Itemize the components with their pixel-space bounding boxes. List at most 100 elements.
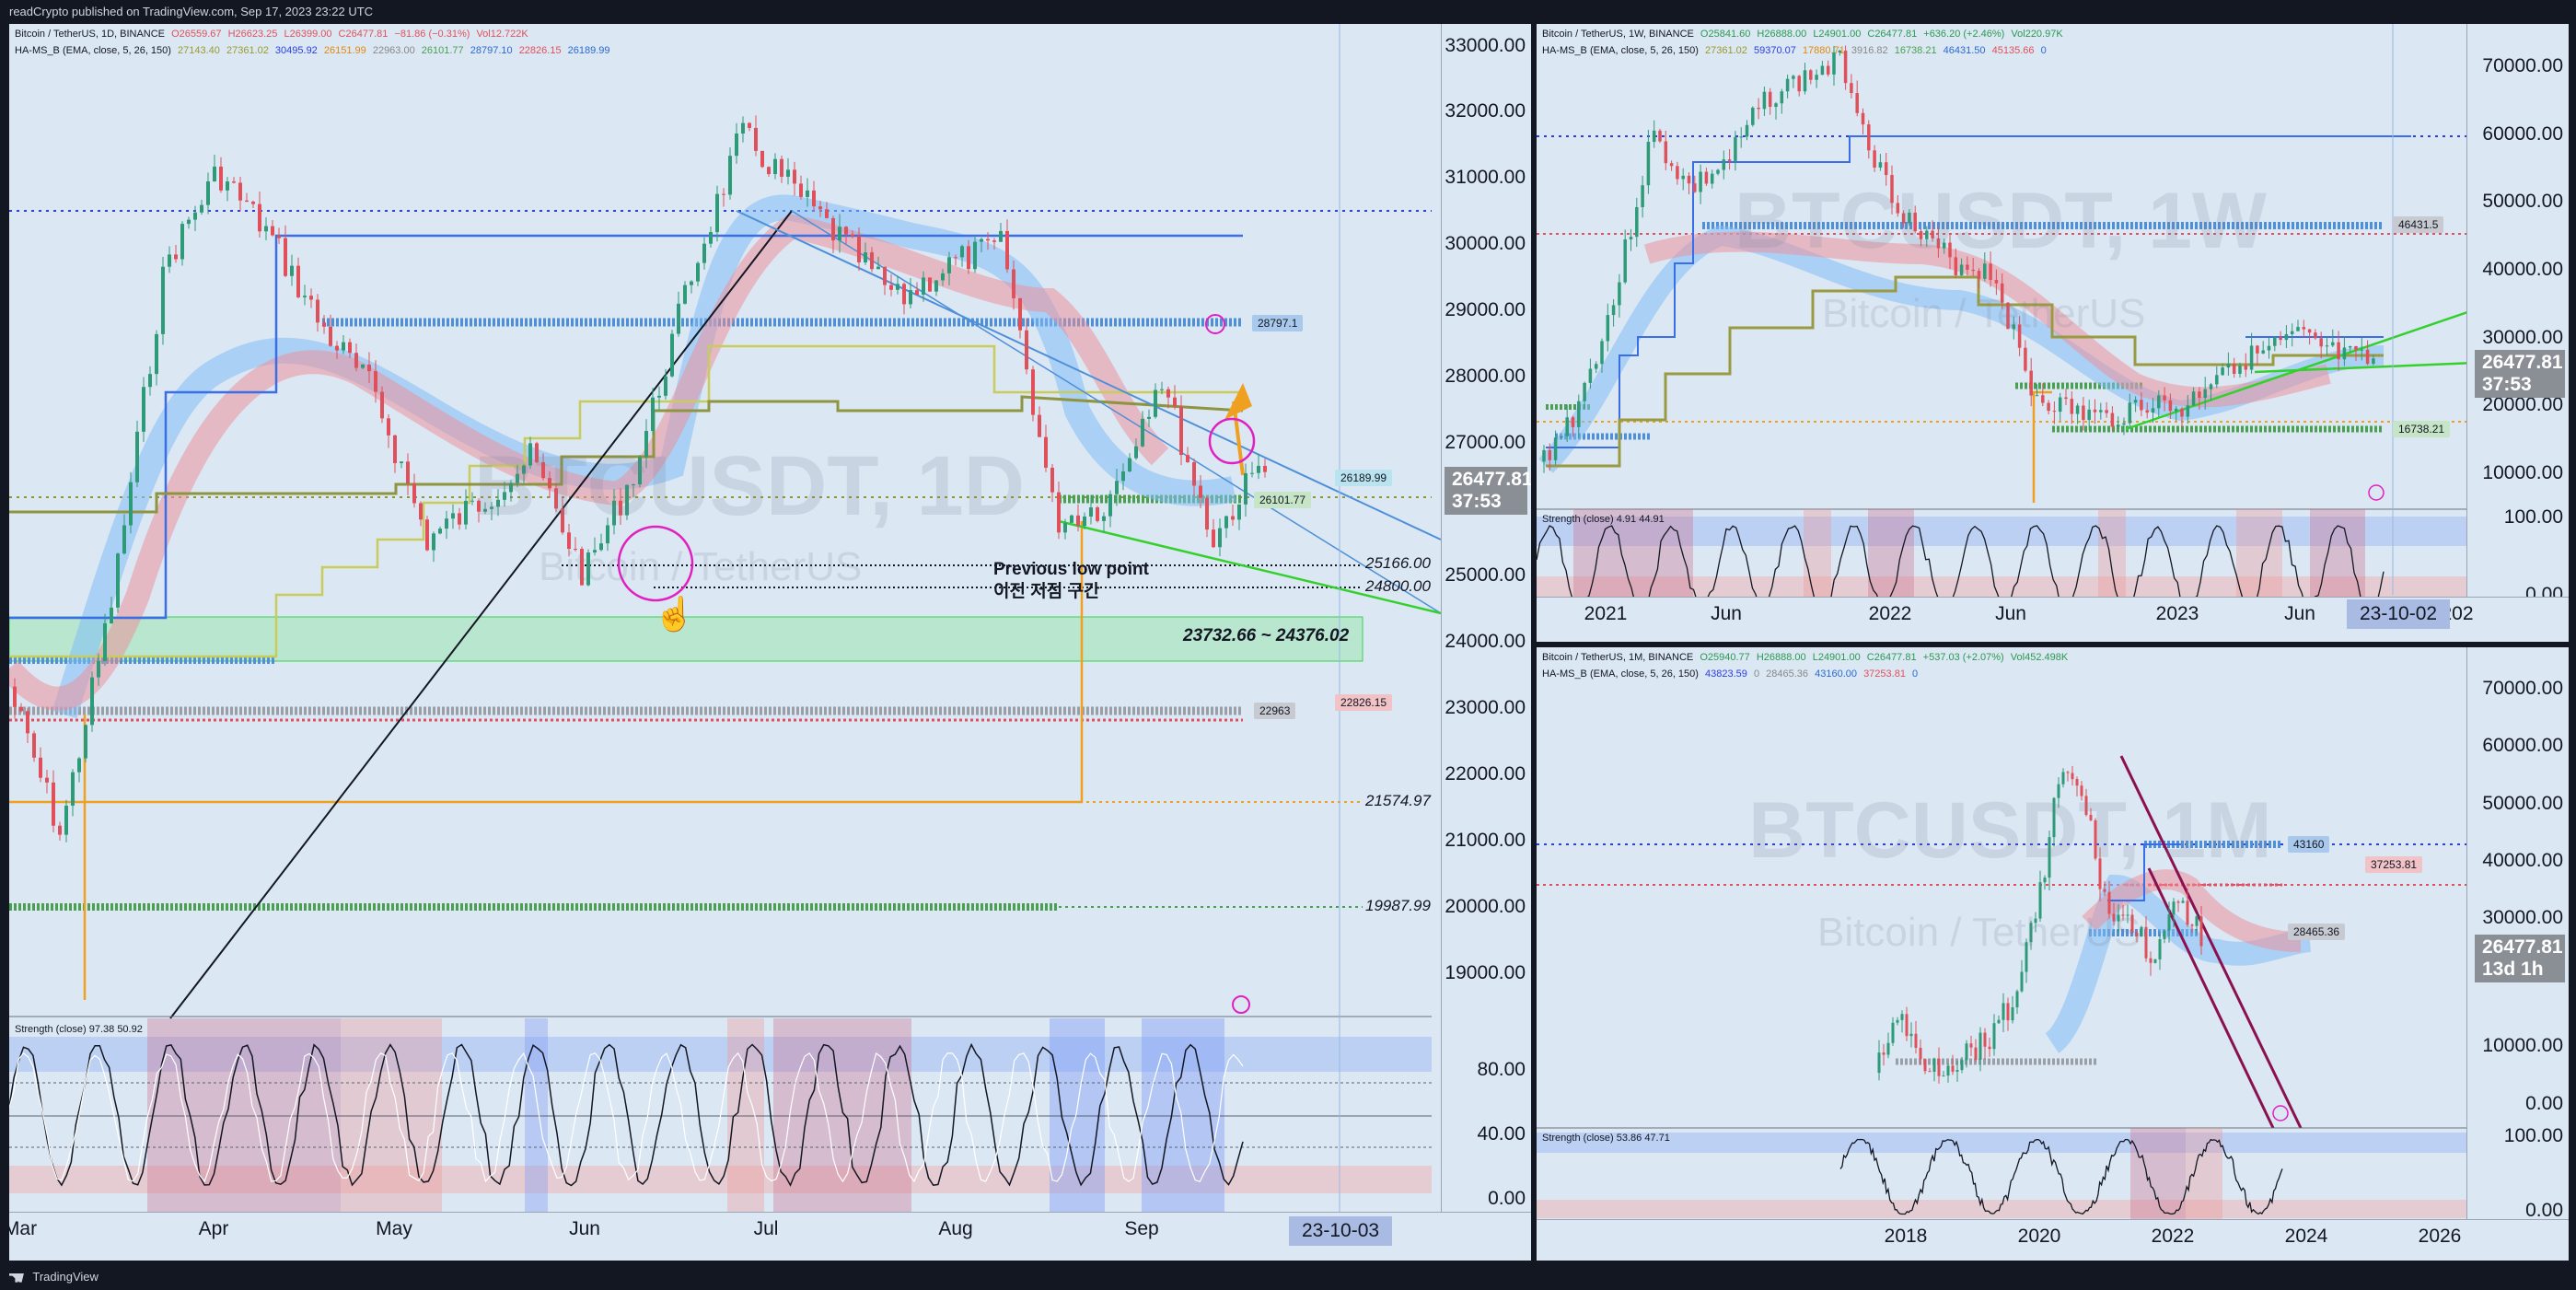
monthly-chart-drawing[interactable] bbox=[1537, 647, 2569, 1261]
candle-body bbox=[1896, 1019, 1899, 1023]
candle-body bbox=[161, 266, 165, 334]
candle-body bbox=[644, 431, 648, 458]
level-tag: 46431.5 bbox=[2393, 216, 2444, 233]
candle-body bbox=[1199, 485, 1202, 498]
candle-body bbox=[374, 371, 377, 392]
candle-body bbox=[2172, 901, 2176, 915]
weekly-indicator-legend: HA-MS_B (EMA, close, 5, 26, 150) 27361.0… bbox=[1542, 45, 2050, 56]
candle-body bbox=[1838, 50, 1842, 52]
footer-brand: TradingView bbox=[32, 1270, 99, 1284]
candle-body bbox=[1583, 382, 1586, 401]
candle-body bbox=[1218, 528, 1222, 548]
daily-oscillator-signal bbox=[9, 1052, 1244, 1183]
candle-body bbox=[1629, 237, 1633, 239]
time-tick: Jun bbox=[1711, 603, 1742, 624]
candle-body bbox=[1658, 130, 1662, 142]
weekly-ind-val: 16738.21 bbox=[1894, 45, 1937, 56]
candle-body bbox=[806, 190, 809, 197]
weekly-ind-val: 17880.71 bbox=[1802, 45, 1845, 56]
candle-body bbox=[1693, 183, 1697, 192]
candle-body bbox=[1134, 446, 1138, 459]
daily-change: −81.86 (−0.31%) bbox=[394, 29, 470, 40]
candle-body bbox=[1739, 136, 1743, 138]
candle-body bbox=[2261, 350, 2265, 354]
candle-body bbox=[664, 376, 667, 396]
price-tick: 31000.00 bbox=[1445, 167, 1526, 188]
candle-body bbox=[380, 391, 384, 419]
candle-body bbox=[1005, 230, 1009, 270]
candle-body bbox=[2058, 397, 2062, 413]
price-tick: 20000.00 bbox=[2482, 394, 2563, 415]
candle-body bbox=[2043, 877, 2047, 883]
candle-body bbox=[1932, 1058, 1936, 1072]
monthly-time-axis[interactable]: 2018 2020 2022 2024 2026 bbox=[1537, 1219, 2569, 1261]
candle-body bbox=[2186, 901, 2189, 925]
candle-body bbox=[26, 711, 29, 734]
time-tick: Apr bbox=[198, 1218, 229, 1239]
daily-time-axis[interactable]: Mar Apr May Jun Jul Aug Sep 23-10-03 bbox=[9, 1212, 1531, 1261]
candle-body bbox=[1843, 50, 1848, 84]
weekly-osc-val: 44.91 bbox=[1639, 514, 1665, 525]
monthly-osc-val: 53.86 bbox=[1616, 1133, 1642, 1144]
weekly-chart-panel[interactable]: Bitcoin / TetherUS, 1W, BINANCE O25841.6… bbox=[1537, 24, 2569, 642]
candle-body bbox=[503, 492, 506, 500]
candle-body bbox=[335, 345, 339, 351]
candle-body bbox=[1780, 91, 1784, 104]
candle-body bbox=[1792, 76, 1795, 79]
candle-body bbox=[180, 224, 184, 260]
candle-body bbox=[2140, 400, 2143, 411]
candle-body bbox=[2273, 337, 2277, 346]
candle-body bbox=[1704, 171, 1709, 184]
candle-body bbox=[490, 506, 493, 509]
candle-body bbox=[110, 607, 113, 623]
monthly-osc-val: 47.71 bbox=[1644, 1133, 1670, 1144]
candle-body bbox=[825, 209, 829, 218]
daily-price-axis[interactable]: 33000.00 32000.00 31000.00 30000.00 2900… bbox=[1441, 24, 1531, 1261]
candle-body bbox=[2025, 942, 2028, 972]
footer-bar: TradingView bbox=[0, 1263, 2576, 1290]
candle-body bbox=[464, 500, 468, 525]
candle-body bbox=[1250, 472, 1254, 474]
weekly-volume: Vol220.97K bbox=[2011, 29, 2063, 40]
candle-body bbox=[967, 246, 970, 270]
weekly-time-axis[interactable]: 2021 Jun 2022 Jun 2023 Jun 202 23-10-02 bbox=[1537, 597, 2569, 642]
weekly-ind-val: 27361.02 bbox=[1705, 45, 1747, 56]
candle-body bbox=[580, 549, 584, 586]
price-tick: 40000.00 bbox=[2482, 850, 2563, 871]
candle-body bbox=[1751, 107, 1755, 125]
candle-body bbox=[754, 127, 758, 151]
candle-body bbox=[477, 500, 481, 512]
candle-body bbox=[1237, 504, 1241, 520]
daily-chart-panel[interactable]: Bitcoin / TetherUS, 1D, BINANCE O26559.6… bbox=[9, 24, 1531, 1261]
monthly-osc-title: Strength (close) bbox=[1542, 1133, 1614, 1144]
price-tick: 70000.00 bbox=[2482, 678, 2563, 699]
candle-body bbox=[2087, 409, 2091, 421]
osc-tick: 80.00 bbox=[1477, 1059, 1526, 1080]
candle-body bbox=[2070, 399, 2074, 414]
weekly-price-axis[interactable]: 70000.00 60000.00 50000.00 40000.00 3000… bbox=[2466, 24, 2569, 642]
monthly-price-axis[interactable]: 70000.00 60000.00 50000.00 40000.00 3000… bbox=[2466, 647, 2569, 1261]
candle-body bbox=[2144, 926, 2148, 959]
monthly-chart-panel[interactable]: Bitcoin / TetherUS, 1M, BINANCE O25940.7… bbox=[1537, 647, 2569, 1261]
candle-body bbox=[1925, 230, 1929, 239]
candle-body bbox=[329, 326, 332, 346]
daily-chart-drawing[interactable] bbox=[9, 24, 1531, 1261]
daily-last-price: 26477.81 37:53 bbox=[1445, 467, 1531, 515]
candle-body bbox=[2163, 930, 2166, 939]
price-tick: 21000.00 bbox=[1445, 830, 1526, 851]
candle-body bbox=[354, 353, 358, 368]
weekly-chart-drawing[interactable] bbox=[1537, 24, 2569, 642]
candle-body bbox=[1867, 124, 1871, 151]
candle-body bbox=[567, 532, 571, 550]
time-tick: 2023 bbox=[2155, 603, 2199, 624]
candle-body bbox=[2112, 913, 2116, 922]
candle-body bbox=[773, 158, 777, 175]
time-tick: 2018 bbox=[1884, 1226, 1928, 1247]
candle-body bbox=[2232, 363, 2236, 375]
monthly-ind-val: 37253.81 bbox=[1863, 668, 1906, 680]
candle-body bbox=[1676, 166, 1679, 180]
osc-tick: 40.00 bbox=[1477, 1123, 1526, 1145]
support-zone-label: 23732.66 ~ 24376.02 bbox=[1183, 626, 1350, 645]
candle-body bbox=[1160, 389, 1164, 390]
candle-body bbox=[2307, 329, 2312, 333]
